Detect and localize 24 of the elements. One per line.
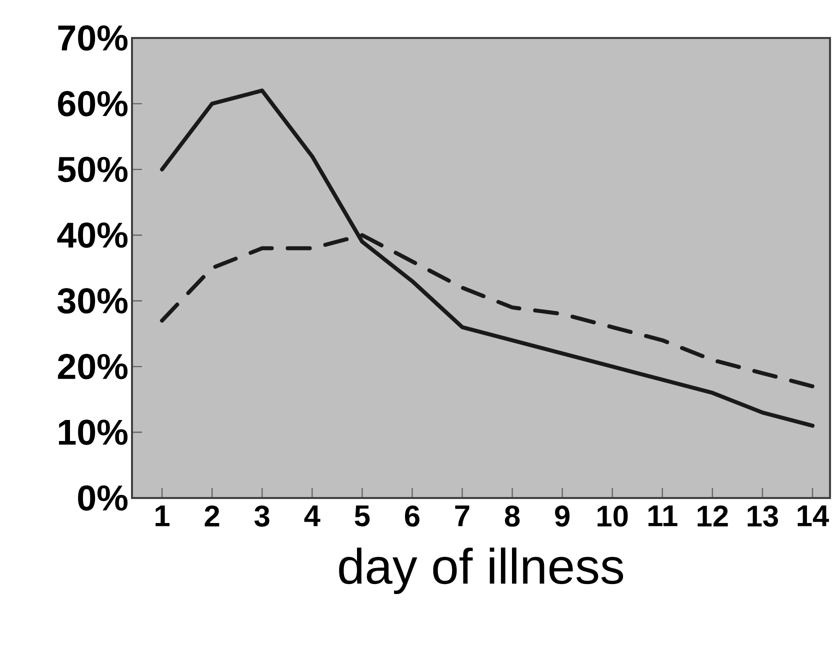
x-tick-label: 6: [404, 506, 420, 527]
x-tick-label: 9: [555, 506, 570, 527]
x-tick-label: 14: [798, 506, 829, 526]
y-tick-label: 10%: [58, 420, 128, 445]
x-tick-label: 7: [455, 506, 470, 526]
y-tick-label: 40%: [57, 222, 128, 248]
x-tick-label: 11: [648, 506, 678, 526]
y-tick-label: 30%: [58, 288, 128, 314]
y-tick-label: 0%: [78, 485, 128, 511]
x-tick-label: 1: [156, 506, 170, 526]
x-tick-label: 3: [254, 506, 270, 527]
x-tick-label: 8: [504, 506, 520, 527]
x-tick-label: 5: [354, 506, 370, 526]
y-tick-label: 50%: [58, 156, 128, 182]
line-series: [160, 88, 814, 428]
y-tick-label: 60%: [58, 91, 128, 116]
x-tick-label: 4: [304, 506, 320, 526]
x-tick-label: 10: [598, 506, 628, 527]
x-tick-label: 2: [204, 506, 220, 526]
y-tick-label: 70%: [58, 25, 128, 51]
y-tick-label: 20%: [58, 354, 128, 380]
x-tick-label: 12: [698, 506, 728, 526]
x-axis-title: day of illness: [339, 548, 624, 594]
x-tick-label: 13: [748, 506, 778, 527]
